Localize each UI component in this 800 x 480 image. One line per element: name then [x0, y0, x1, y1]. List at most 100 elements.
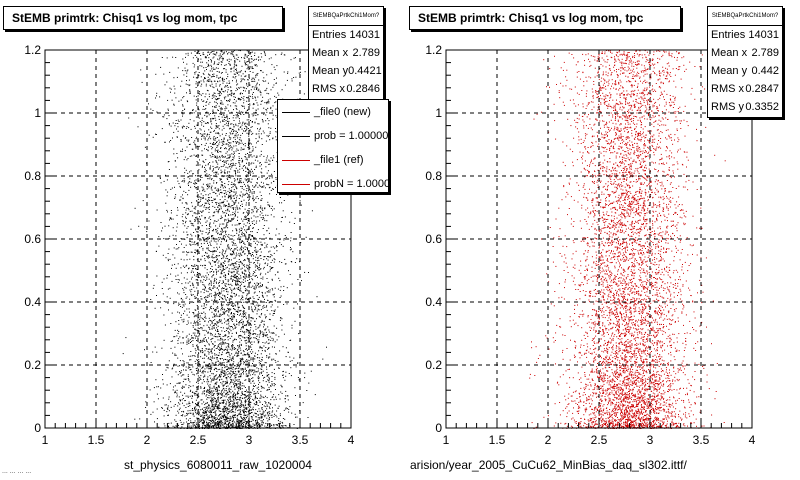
data-point — [194, 140, 196, 142]
data-point — [185, 297, 187, 299]
data-point — [215, 156, 216, 158]
data-point — [246, 56, 248, 58]
data-point — [215, 173, 217, 175]
data-point — [252, 198, 254, 200]
data-point — [251, 81, 253, 82]
data-point — [227, 258, 229, 260]
data-point — [230, 392, 232, 394]
data-point — [231, 312, 232, 313]
data-point — [223, 288, 224, 289]
data-point — [254, 275, 256, 277]
data-point — [230, 288, 232, 290]
data-point — [217, 315, 219, 317]
data-point — [258, 315, 260, 317]
data-point — [255, 216, 257, 218]
data-point — [200, 375, 202, 377]
data-point — [226, 323, 228, 325]
data-point — [235, 384, 237, 386]
data-point — [237, 396, 239, 398]
data-point — [249, 341, 251, 343]
data-point — [217, 81, 219, 83]
data-point — [212, 420, 214, 422]
data-point — [249, 297, 251, 299]
data-point — [226, 424, 228, 426]
data-point — [250, 126, 252, 128]
data-point — [219, 102, 221, 104]
data-point — [267, 123, 269, 125]
data-point — [225, 120, 227, 122]
data-point — [268, 347, 270, 349]
data-point — [209, 409, 211, 411]
data-point — [183, 178, 185, 180]
data-point — [257, 414, 259, 416]
data-point — [235, 394, 236, 396]
data-point — [264, 52, 266, 54]
data-point — [219, 84, 221, 86]
data-point — [245, 75, 247, 77]
data-point — [216, 390, 218, 391]
data-point — [232, 314, 234, 316]
data-point — [235, 124, 237, 126]
data-point — [231, 317, 233, 319]
data-point — [243, 96, 245, 98]
data-point — [229, 417, 231, 419]
data-point — [220, 109, 222, 111]
data-point — [200, 379, 202, 380]
data-point — [259, 263, 261, 265]
data-point — [235, 319, 237, 321]
data-point — [259, 333, 261, 334]
data-point — [227, 95, 229, 97]
data-point — [205, 406, 207, 408]
data-point — [223, 272, 225, 274]
data-point — [199, 164, 201, 166]
data-point — [226, 205, 228, 206]
data-point — [251, 51, 253, 53]
data-point — [282, 216, 283, 218]
data-point — [219, 410, 221, 412]
data-point — [238, 351, 240, 353]
data-point — [173, 85, 175, 87]
data-point — [204, 374, 206, 376]
data-point — [211, 412, 213, 414]
data-point — [250, 56, 252, 57]
data-point — [243, 130, 244, 132]
data-point — [244, 400, 246, 402]
data-point — [236, 179, 238, 181]
data-point — [246, 218, 247, 220]
data-point — [294, 320, 296, 322]
data-point — [181, 319, 183, 321]
data-point — [196, 394, 198, 396]
data-point — [246, 174, 248, 176]
data-point — [207, 164, 209, 166]
data-point — [214, 411, 216, 413]
data-point — [228, 408, 230, 410]
data-point — [184, 392, 186, 394]
data-point — [239, 265, 240, 267]
data-point — [225, 403, 227, 404]
data-point — [297, 279, 299, 280]
data-point — [214, 315, 216, 317]
data-point — [225, 288, 227, 290]
data-point — [254, 371, 256, 373]
data-point — [214, 345, 216, 346]
data-point — [194, 360, 196, 362]
data-point — [247, 400, 249, 402]
data-point — [232, 407, 233, 409]
data-point — [183, 305, 185, 307]
data-point — [250, 324, 252, 326]
data-point — [169, 141, 170, 143]
data-point — [263, 268, 265, 270]
data-point — [214, 261, 216, 263]
data-point — [204, 218, 206, 220]
data-point — [199, 333, 201, 334]
data-point — [229, 354, 231, 356]
data-point — [231, 332, 233, 334]
data-point — [221, 229, 223, 231]
data-point — [235, 252, 237, 254]
data-point — [206, 390, 208, 392]
data-point — [208, 366, 210, 368]
data-point — [215, 256, 217, 258]
data-point — [269, 289, 271, 291]
data-point — [224, 416, 226, 418]
data-point — [253, 262, 255, 264]
